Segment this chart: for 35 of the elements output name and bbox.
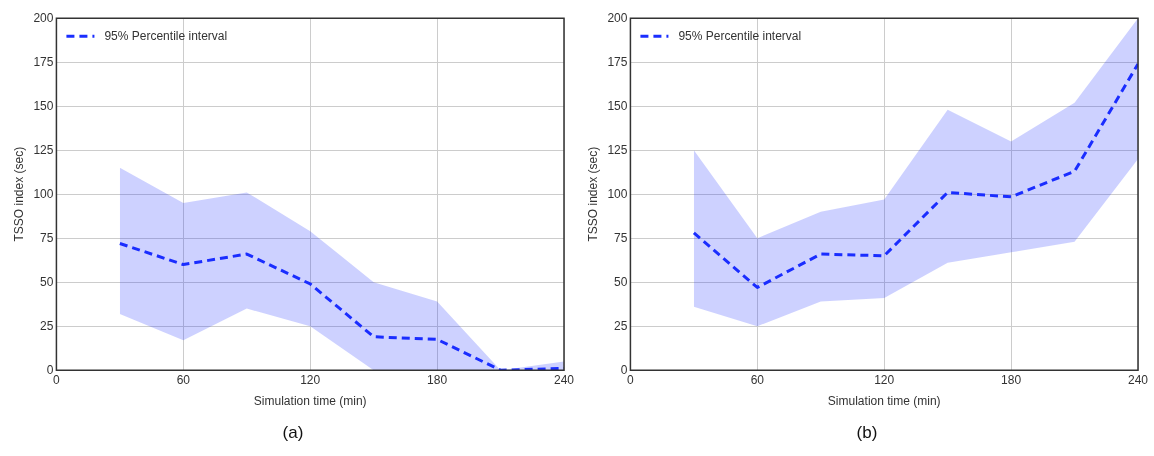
y-tick-label: 50	[40, 274, 54, 289]
y-tick-label: 75	[614, 230, 628, 245]
y-tick-label: 150	[607, 98, 628, 113]
y-axis-title: TSSO index (sec)	[585, 146, 600, 242]
x-tick-label: 240	[553, 372, 575, 387]
line-series	[692, 62, 1138, 289]
y-tick-label: 0	[46, 362, 54, 377]
y-tick-label: 200	[607, 10, 628, 25]
x-axis-title: Simulation time (min)	[827, 394, 941, 409]
y-tick-label: 0	[620, 362, 628, 377]
y-tick-label: 25	[614, 318, 628, 333]
y-tick-label: 175	[607, 54, 628, 69]
text: (a)	[282, 423, 304, 443]
y-tick-label: 200	[33, 10, 54, 25]
x-tick-label: 120	[874, 372, 895, 387]
legend-label: 95% Percentile interval	[678, 28, 802, 43]
y-tick-label: 125	[33, 142, 54, 157]
x-tick-label: 60	[750, 372, 765, 387]
x-tick-label: 60	[176, 372, 191, 387]
x-tick-label: 120	[300, 372, 321, 387]
y-tick-label: 75	[40, 230, 54, 245]
y-tick-label: 100	[33, 186, 54, 201]
y-tick-label: 50	[614, 274, 628, 289]
x-tick-label: 180	[427, 372, 448, 387]
text: (b)	[856, 423, 878, 443]
y-tick-label: 25	[40, 318, 54, 333]
y-tick-label: 175	[33, 54, 54, 69]
legend-label: 95% Percentile interval	[104, 28, 228, 43]
x-tick-label: 180	[1001, 372, 1022, 387]
y-tick-label: 125	[607, 142, 628, 157]
x-axis-title: Simulation time (min)	[253, 394, 367, 409]
y-tick-label: 150	[33, 98, 54, 113]
y-axis-title: TSSO index (sec)	[11, 146, 26, 242]
x-tick-label: 240	[1127, 372, 1149, 387]
y-tick-label: 100	[607, 186, 628, 201]
